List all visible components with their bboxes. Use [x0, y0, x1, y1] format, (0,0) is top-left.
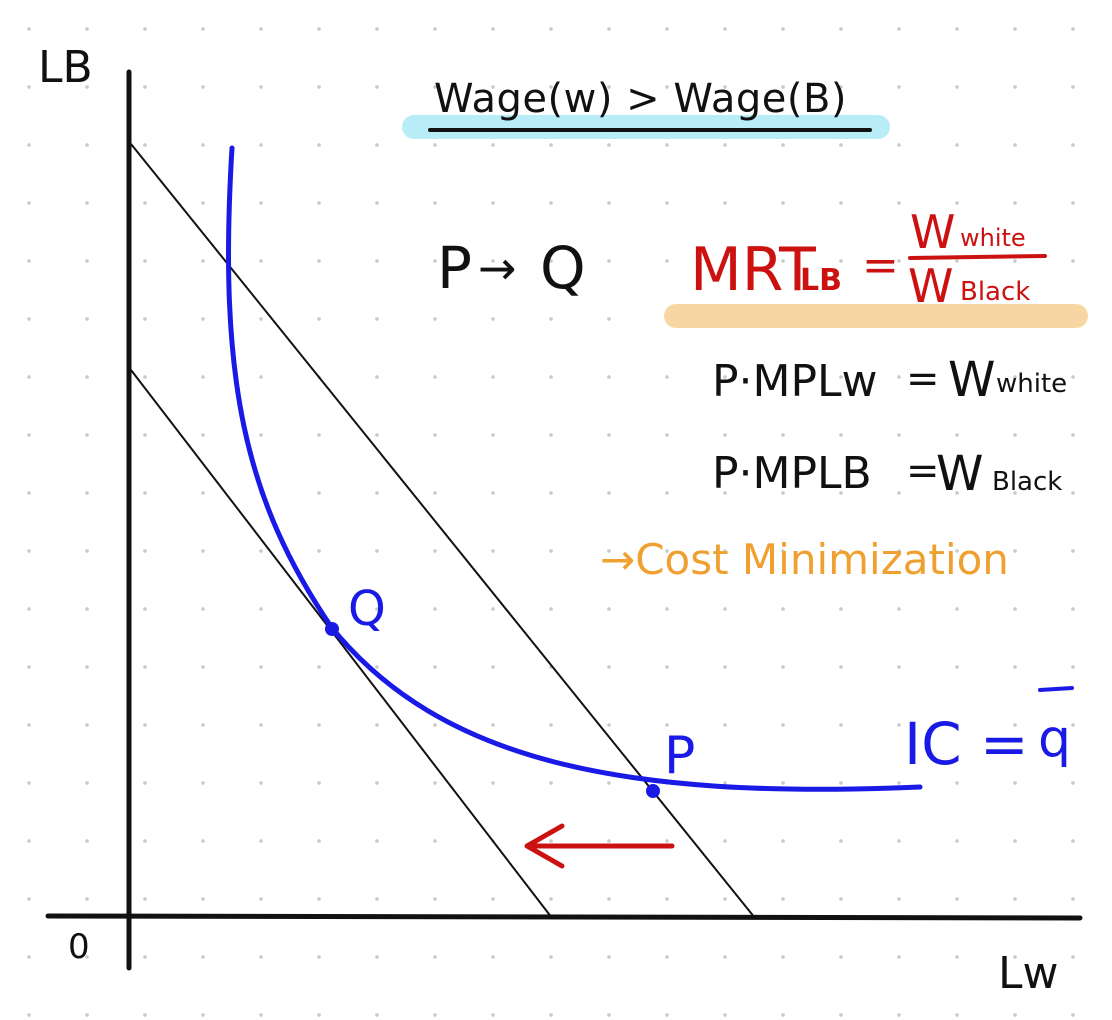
movement-arrow-icon: → — [478, 241, 517, 295]
curve-label-symbol: q — [1038, 709, 1071, 769]
movement-from: P — [437, 234, 472, 302]
point-q-label: Q — [348, 581, 386, 637]
condition-white-rhs-sub: white — [996, 369, 1067, 399]
movement-to: Q — [540, 234, 586, 302]
condition-black-rhs-sub: Black — [992, 467, 1062, 497]
shift-arrow-head — [524, 823, 565, 869]
condition-black-lhs: P·MPLB — [712, 448, 872, 499]
y-axis-label: LB — [38, 42, 93, 93]
x-axis — [45, 913, 1083, 921]
mrt-lhs-sub: LB — [800, 263, 842, 298]
mrt-denominator-main: W — [908, 259, 953, 313]
point-p — [646, 784, 660, 798]
title: Wage(w) > Wage(B) — [434, 76, 847, 122]
mrt-numerator-main: W — [910, 205, 955, 259]
mrt-equals: = — [862, 240, 899, 291]
x-axis-label: Lw — [998, 948, 1059, 999]
mrt-numerator-sub: white — [960, 224, 1026, 252]
isocost-line-shifted — [130, 369, 553, 919]
condition-white-rhs-main: W — [948, 352, 995, 408]
curve-label-bar — [1038, 686, 1074, 692]
mrt-lhs: MRT — [690, 235, 816, 305]
curve-label-prefix: IC = — [904, 710, 1029, 778]
mrt-highlight — [664, 304, 1088, 328]
point-q — [325, 622, 339, 636]
condition-white-lhs: P·MPLw — [712, 356, 878, 407]
point-p-label: P — [664, 726, 695, 786]
isoquant-curve — [226, 145, 923, 792]
mrt-fraction-bar — [908, 254, 1047, 260]
condition-white-eq: = — [906, 356, 940, 402]
condition-black-rhs-main: W — [936, 446, 983, 502]
origin-label: 0 — [68, 927, 90, 967]
condition-black-eq: = — [906, 448, 940, 494]
conclusion: →Cost Minimization — [600, 535, 1009, 584]
mrt-denominator-sub: Black — [960, 277, 1030, 307]
title-highlight — [402, 115, 890, 139]
